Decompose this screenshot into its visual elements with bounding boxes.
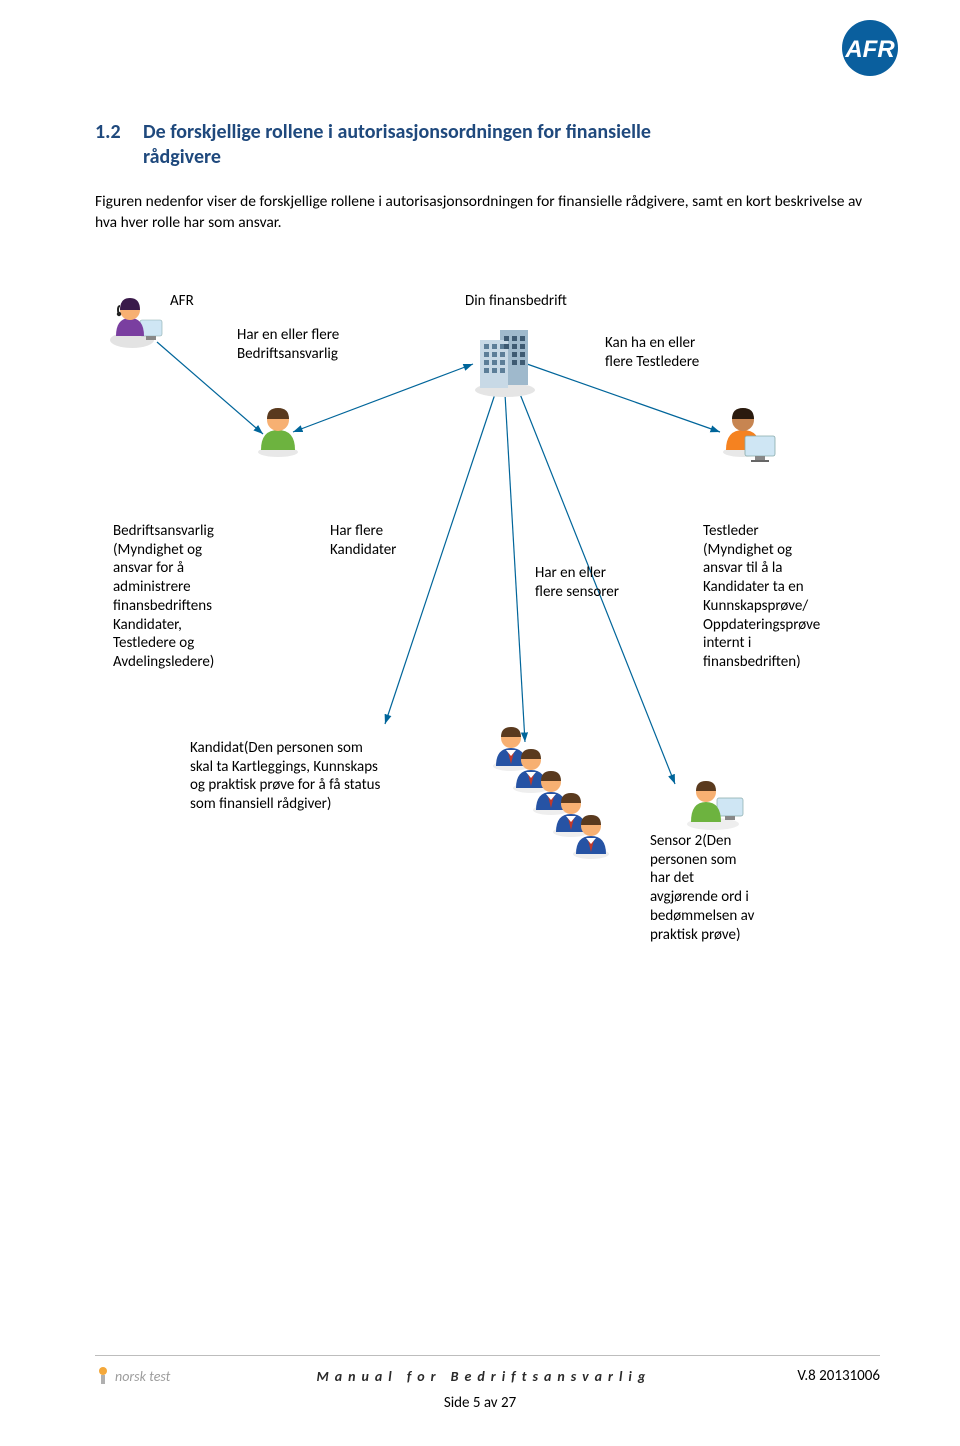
sensor-box-text: Sensor 2(Den personen som har det avgjør…	[650, 832, 800, 945]
section-heading: 1.2De forskjellige rollene i autorisasjo…	[95, 120, 880, 170]
kan-ha-label: Kan ha en eller flere Testledere	[605, 334, 699, 372]
testleder-pc-icon	[743, 434, 781, 469]
bedrifts-box-text: Bedriftsansvarlig (Myndighet og ansvar f…	[113, 522, 268, 672]
footer-brand-text: norsk test	[115, 1368, 170, 1385]
testleder-box-text: Testleder (Myndighet og ansvar til å la …	[703, 522, 883, 672]
page-number: Side 5 av 27	[0, 1394, 960, 1412]
afr-sublabel: Har en eller flere Bedriftsansvarlig	[237, 326, 339, 364]
afr-label: AFR	[170, 292, 194, 311]
sensor-icon	[685, 776, 747, 837]
footer-brand: norsk test	[95, 1366, 170, 1386]
svg-text:AFR: AFR	[844, 36, 895, 63]
heading-line2: rådgivere	[143, 145, 221, 169]
footer-version: V.8 20131006	[797, 1367, 880, 1385]
kandidat-box-text: Kandidat(Den personen som skal ta Kartle…	[190, 739, 435, 814]
afr-logo: AFR	[840, 18, 900, 78]
page-footer: norsk test Manual for Bedriftsansvarlig …	[95, 1355, 880, 1386]
intro-paragraph: Figuren nedenfor viser de forskjellige r…	[95, 192, 880, 234]
building-icon	[470, 324, 540, 404]
din-finansbedrift-label: Din finansbedrift	[465, 292, 567, 311]
har-flere-kand-label: Har flere Kandidater	[330, 522, 396, 560]
bedriftsansvarlig-icon	[255, 404, 301, 463]
har-en-sensor-label: Har en eller flere sensorer	[535, 564, 619, 602]
kandidat-icon-5	[570, 812, 612, 865]
heading-number: 1.2	[95, 120, 143, 145]
brand-icon	[95, 1366, 111, 1386]
afr-operator-icon	[110, 290, 165, 355]
heading-line1: De forskjellige rollene i autorisasjonso…	[143, 120, 651, 144]
footer-title: Manual for Bedriftsansvarlig	[316, 1368, 651, 1385]
roles-diagram: AFR Har en eller flere Bedriftsansvarlig…	[95, 284, 880, 974]
